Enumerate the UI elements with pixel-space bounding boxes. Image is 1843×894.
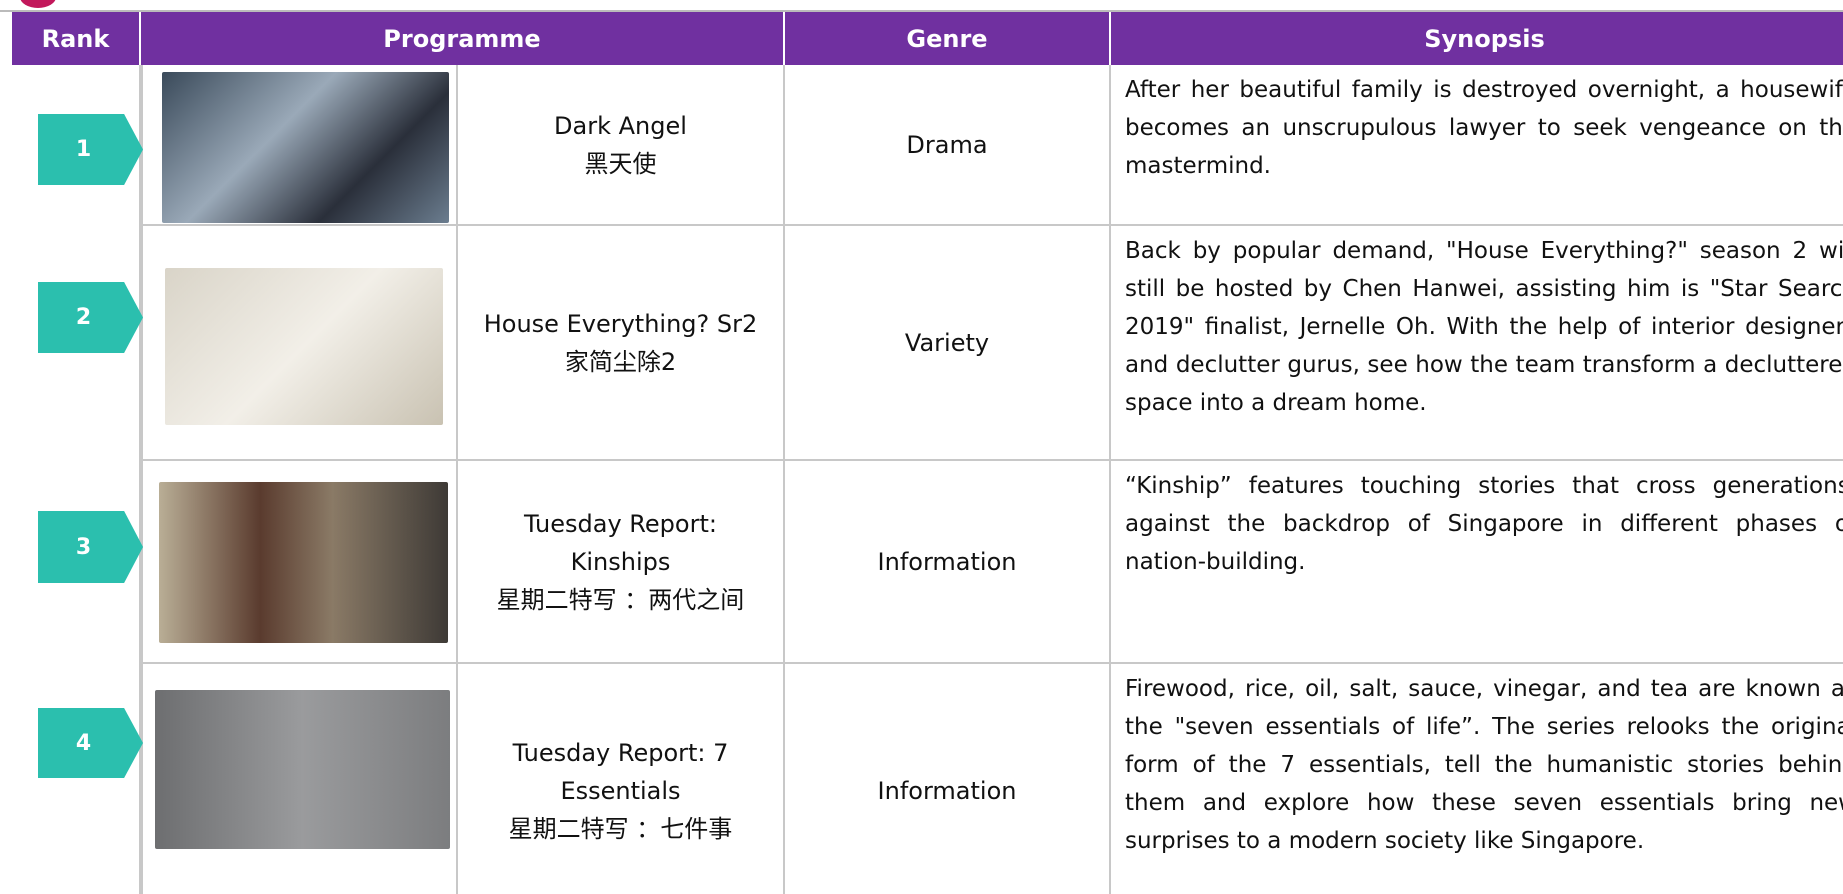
rank-cell xyxy=(12,226,141,461)
title-en: Tuesday Report: Kinships xyxy=(524,509,717,576)
rank-badge: 4 xyxy=(38,708,143,778)
top-rule xyxy=(0,10,1843,12)
genre-cell: Drama xyxy=(785,65,1111,226)
programme-cell: Tuesday Report: Kinships 星期二特写 ：两代之间 xyxy=(458,461,785,664)
synopsis: Firewood, rice, oil, salt, sauce, vinega… xyxy=(1111,664,1843,894)
programme-image xyxy=(165,268,443,425)
column-header: Genre xyxy=(785,12,1111,65)
programme-cell: Dark Angel 黑天使 xyxy=(458,65,785,226)
programme-cell: Tuesday Report: 7 Essentials 星期二特写 ：七件事 xyxy=(458,664,785,894)
genre-cell: Information xyxy=(785,461,1111,664)
rank-cell xyxy=(12,461,141,664)
rank-badge: 1 xyxy=(38,114,143,185)
image-cell xyxy=(141,226,458,461)
genre-cell: Variety xyxy=(785,226,1111,461)
image-cell xyxy=(141,664,458,894)
synopsis: “Kinship” features touching stories that… xyxy=(1111,461,1843,664)
title-zh: 家简尘除2 xyxy=(564,347,677,376)
synopsis: After her beautiful family is destroyed … xyxy=(1111,65,1843,226)
title-zh: 星期二特写 ：七件事 xyxy=(508,815,733,843)
title-en: Tuesday Report: 7 Essentials xyxy=(512,739,729,805)
title-en: Dark Angel xyxy=(554,111,687,140)
column-header: Rank xyxy=(12,12,141,65)
title-zh: 黑天使 xyxy=(584,149,657,178)
rank-cell xyxy=(12,664,141,894)
logo xyxy=(20,0,56,8)
image-cell xyxy=(141,65,458,226)
programme-image xyxy=(155,690,450,849)
rank-badge: 3 xyxy=(38,511,143,583)
column-header: Synopsis xyxy=(1111,12,1843,65)
rank-badge: 2 xyxy=(38,282,143,353)
programme-image xyxy=(162,72,449,223)
title-zh: 星期二特写 ：两代之间 xyxy=(496,585,745,614)
programme-cell: House Everything? Sr2 家简尘除2 xyxy=(458,226,785,461)
title-en: House Everything? Sr2 xyxy=(483,309,758,338)
image-cell xyxy=(141,461,458,664)
column-header: Programme xyxy=(141,12,785,65)
genre-cell: Information xyxy=(785,664,1111,894)
programme-image xyxy=(159,482,448,643)
synopsis: Back by popular demand, "House Everythin… xyxy=(1111,226,1843,461)
